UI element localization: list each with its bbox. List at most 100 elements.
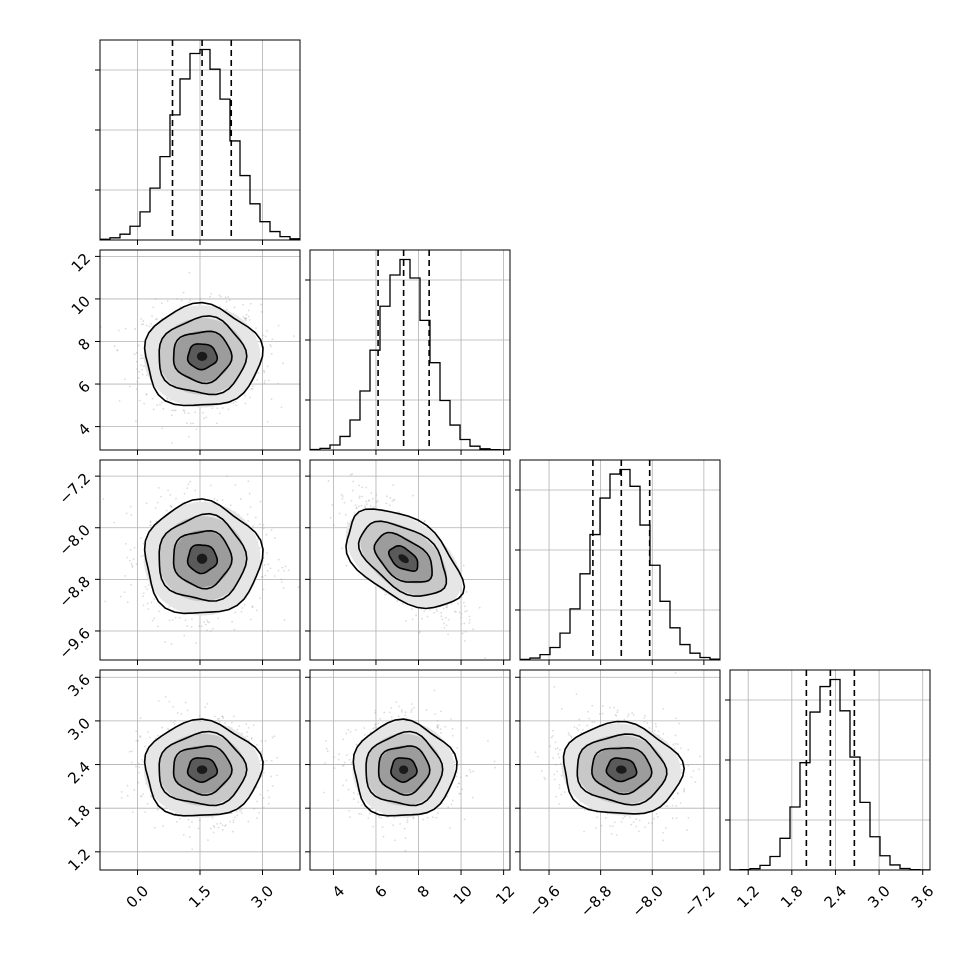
sample-point [247,820,250,823]
sample-point [142,542,145,545]
sample-point [186,709,189,712]
sample-point [245,723,248,725]
sample-point [270,398,273,401]
sample-point [478,606,481,609]
sample-point [345,779,348,782]
contour-3 [143,301,264,407]
sample-point [375,723,377,726]
sample-point [241,732,243,735]
sample-point [280,406,283,409]
sample-point [444,725,447,728]
sample-point [156,501,159,504]
sample-point [174,719,177,722]
sample-point [440,612,443,614]
density-level-4 [196,351,208,361]
contour-3 [143,498,264,615]
sample-point [277,569,280,572]
sample-point [151,315,153,317]
sample-point [221,715,224,718]
sample-point [174,812,177,815]
sample-point [370,492,373,494]
sample-point [412,494,414,497]
sample-point [262,527,265,530]
sample-point [267,563,270,566]
sample-point [205,619,208,622]
sample-point [266,569,269,572]
sample-point [172,721,175,724]
panel-frame [519,459,721,661]
sample-point [456,747,459,750]
sample-point [345,564,348,567]
sample-point [443,622,445,625]
sample-point [229,504,232,507]
panel-frame [99,249,301,451]
sample-point [333,767,336,770]
sample-point [260,303,262,306]
contour-3 [143,718,264,817]
sample-point [363,727,366,729]
sample-point [377,722,379,725]
sample-point [465,591,468,593]
sample-point [204,500,206,502]
contour-0 [186,544,219,575]
sample-point [145,393,148,395]
sample-point [340,493,343,496]
sample-point [221,824,224,827]
sample-point [241,607,244,609]
sample-point [183,409,186,412]
sample-point [152,408,155,411]
sample-point [458,611,461,614]
sample-point [142,365,145,368]
sample-point [219,295,222,298]
sample-point [283,619,286,621]
sample-point [331,503,334,506]
sample-point [260,311,263,313]
sample-point [242,316,245,318]
sample-point [143,402,146,405]
sample-point [120,791,123,793]
sample-point [410,708,413,711]
sample-point [166,299,169,302]
sample-point [342,495,344,497]
sample-point [245,317,248,320]
sample-point [135,563,138,566]
sample-point [355,506,358,509]
sample-point [262,797,265,800]
sample-point [461,788,464,791]
y-tick-label: 8 [75,335,94,354]
sample-point [149,521,152,524]
sample-point [189,299,192,301]
sample-point [162,825,165,827]
sample-point [233,628,236,631]
sample-point [183,634,186,637]
sample-point [252,724,255,727]
sample-point [169,504,172,507]
sample-point [142,592,145,595]
sample-point [172,609,175,611]
sample-point [130,514,133,516]
sample-point [169,720,172,722]
sample-point [446,795,449,798]
sample-point [204,706,207,708]
sample-point [207,839,209,842]
sample-point [157,734,160,737]
sample-point [145,324,148,327]
sample-point [327,480,330,482]
sample-point [293,335,296,337]
sample-point [140,364,143,367]
sample-point [216,407,219,410]
y-tick-label: 12 [68,250,94,276]
sample-point [351,473,354,475]
sample-point [263,379,266,382]
sample-point [218,294,221,297]
sample-point [444,616,447,619]
sample-point [375,493,378,496]
sample-point [200,625,203,628]
y-tick-label: 1.8 [64,801,94,831]
sample-point [138,762,140,765]
sample-point [404,849,407,852]
sample-point [189,422,192,425]
sample-point [172,705,175,708]
sample-point [283,569,286,572]
sample-point [225,300,228,303]
